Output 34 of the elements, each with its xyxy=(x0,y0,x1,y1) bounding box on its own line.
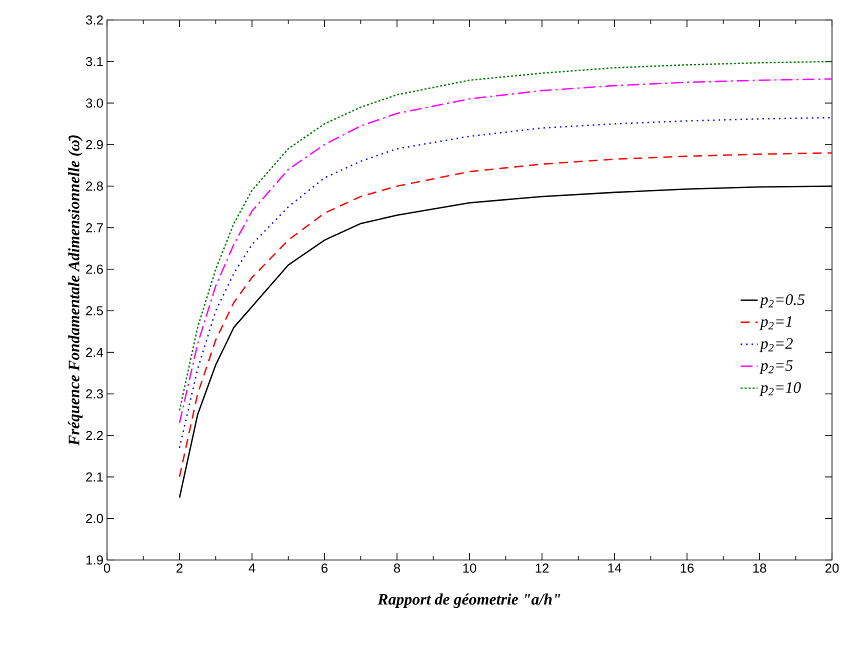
y-tick-label: 2.2 xyxy=(86,430,103,440)
y-tick-label: 2.7 xyxy=(86,223,103,232)
x-axis-title: Rapport de géometrie "a/h" xyxy=(378,593,560,608)
legend-label: p$_{2}$=0.5 xyxy=(759,294,805,308)
x-tick-label: 10 xyxy=(463,564,476,573)
y-tick-label: 2.5 xyxy=(86,306,103,316)
x-tick-label: 0 xyxy=(104,564,110,573)
legend-label: p$_{2}$=10 xyxy=(759,382,801,396)
legend-label: p$_{2}$=5 xyxy=(759,360,793,374)
y-tick-label: 3.1 xyxy=(86,56,103,66)
x-tick-label: 4 xyxy=(248,564,256,572)
x-tick-label: 16 xyxy=(680,564,694,573)
y-tick-label: 2.0 xyxy=(86,514,103,524)
y-axis-title: Fréquence Fondamentale Adimensionnelle (ω̄) xyxy=(68,135,83,446)
y-tick-label: 2.4 xyxy=(86,348,104,357)
y-tick-label: 3.0 xyxy=(86,98,103,108)
y-tick-label: 3.2 xyxy=(86,15,103,25)
y-tick-label: 2.8 xyxy=(86,182,103,191)
x-tick-label: 2 xyxy=(176,564,182,573)
y-tick-label: 2.3 xyxy=(86,389,103,398)
line-series xyxy=(178,116,832,449)
y-tick-label: 1.9 xyxy=(86,555,103,565)
y-tick-label: 2.9 xyxy=(86,140,103,150)
x-tick-label: 6 xyxy=(322,564,328,573)
x-tick-label: 12 xyxy=(536,564,549,573)
x-tick-label: 14 xyxy=(608,564,622,572)
x-tick-label: 20 xyxy=(825,564,839,573)
y-tick-label: 2.6 xyxy=(86,264,103,274)
y-tick-label: 2.1 xyxy=(86,472,103,482)
line-series xyxy=(178,152,832,478)
legend-label: p$_{2}$=2 xyxy=(759,338,793,352)
x-tick-label: 8 xyxy=(394,564,400,573)
legend-label: p$_{2}$=1 xyxy=(759,316,792,330)
x-tick-label: 18 xyxy=(753,564,766,573)
